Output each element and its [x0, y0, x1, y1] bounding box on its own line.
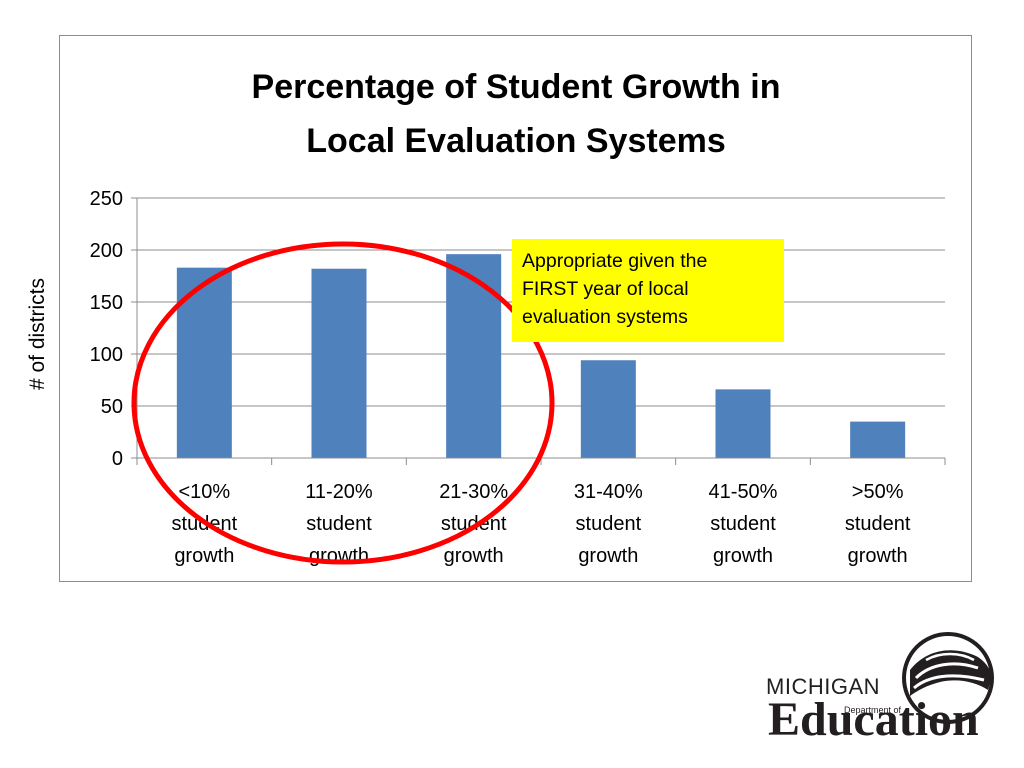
x-tick-label-4-line-3: growth: [578, 545, 638, 567]
x-tick-label-5-line-2: student: [710, 513, 776, 535]
bar-3: [446, 254, 502, 458]
x-tick-label-1-line-1: <10%: [178, 481, 230, 503]
callout-line-1: Appropriate given the: [522, 250, 708, 272]
callout-line-3: evaluation systems: [522, 306, 688, 328]
x-tick-label-3-line-2: student: [441, 513, 507, 535]
y-tick-label-150: 150: [90, 292, 123, 314]
x-tick-label-2-line-2: student: [306, 513, 372, 535]
y-tick-labels: 0 50 100 150 200 250: [90, 188, 123, 470]
x-tick-label-3-line-3: growth: [444, 545, 504, 567]
bar-6: [850, 421, 906, 458]
y-tick-label-250: 250: [90, 188, 123, 210]
x-tick-label-6-line-2: student: [845, 513, 911, 535]
michigan-education-logo: MICHIGAN Department of Education: [766, 630, 1002, 746]
x-tick-label-2-line-1: 11-20%: [305, 481, 373, 503]
logo-department-text: Department of: [844, 705, 902, 715]
callout-line-2: FIRST year of local: [522, 278, 689, 300]
x-tick-label-5-line-1: 41-50%: [709, 481, 778, 503]
x-tick-label-4-line-2: student: [576, 513, 642, 535]
chart-title-line-2: Local Evaluation Systems: [306, 122, 726, 160]
logo-michigan-text: MICHIGAN: [766, 674, 880, 699]
bar-2: [311, 268, 367, 458]
x-tick-label-6-line-1: >50%: [852, 481, 904, 503]
bar-5: [715, 389, 771, 458]
x-tick-label-4-line-1: 31-40%: [574, 481, 643, 503]
chart-title-line-1: Percentage of Student Growth in: [252, 68, 781, 106]
bar-4: [580, 360, 636, 458]
x-tick-label-5-line-3: growth: [713, 545, 773, 567]
x-tick-label-1-line-3: growth: [174, 545, 234, 567]
callout-box: Appropriate given the FIRST year of local…: [512, 239, 784, 342]
highlight-ellipse: [131, 241, 555, 565]
michigan-emblem-icon: [902, 632, 994, 724]
y-tick-label-100: 100: [90, 344, 123, 366]
y-tick-label-50: 50: [101, 396, 123, 418]
y-tick-label-0: 0: [112, 448, 123, 470]
x-tick-label-6-line-3: growth: [848, 545, 908, 567]
y-tick-label-200: 200: [90, 240, 123, 262]
logo-education-text: Education: [768, 693, 979, 746]
bars: [176, 254, 906, 458]
chart-title: Percentage of Student Growth in Local Eva…: [252, 68, 781, 160]
x-tick-label-3-line-1: 21-30%: [439, 481, 508, 503]
